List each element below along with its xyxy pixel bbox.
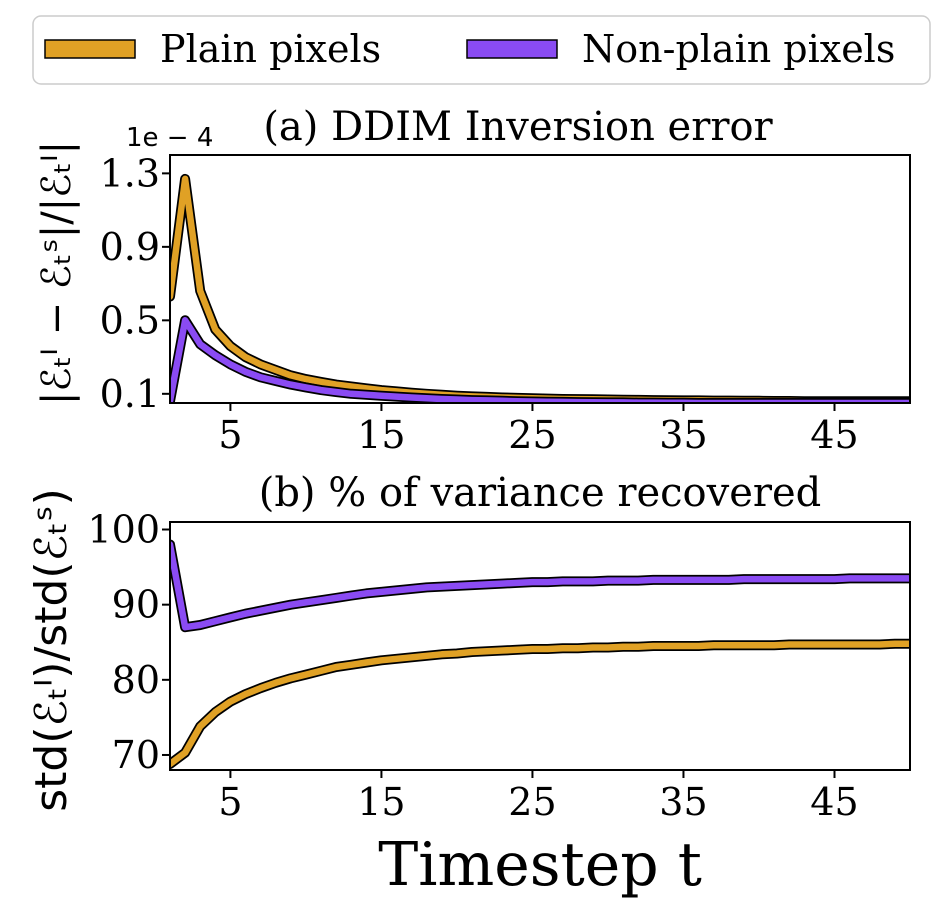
panel-a-series-group (170, 173, 910, 403)
panel-b-series-plain-pixels-outline (170, 638, 910, 769)
panel-b-series-plain-pixels-line (170, 640, 910, 768)
panel-b-title: (b) % of variance recovered (259, 470, 822, 516)
panel-b-series-group (170, 539, 910, 769)
panel-b-xtick-label: 5 (218, 780, 242, 824)
panel-b-xtick-label: 45 (810, 780, 858, 824)
panel-a-series-non-plain-pixels-outline (170, 315, 910, 403)
panel-b-ylabel: std(ℰₜᴵ)/std(ℰₜˢ) (26, 488, 77, 812)
legend-swatch-plain (44, 39, 136, 59)
panel-a-series-plain-pixels-outline (170, 173, 910, 403)
panel-a-ytick-label: 0.1 (100, 372, 160, 416)
panel-a-title: (a) DDIM Inversion error (263, 104, 773, 150)
panel-b-xtick-label: 35 (659, 780, 707, 824)
panel-a-xtick-label: 35 (659, 413, 707, 457)
panel-a-xtick-label: 25 (508, 413, 556, 457)
panel-a-frame (169, 154, 911, 404)
panel-b-plot-area: 5 15 25 35 45 70 80 90 100 (87, 508, 910, 824)
panel-a-xtick-label: 45 (810, 413, 858, 457)
panel-a-multiplier: 1e − 4 (126, 123, 213, 153)
panel-b: (b) % of variance recovered std(ℰₜᴵ)/std… (26, 470, 911, 900)
legend: Plain pixels Non-plain pixels (32, 15, 931, 85)
panel-b-xtick-label: 25 (508, 780, 556, 824)
panel-b-ytick-label: 80 (112, 658, 160, 702)
panel-a-plot-area: 5 15 25 35 45 0.1 0.5 0.9 1.3 (100, 151, 910, 457)
legend-swatch-nonplain (466, 39, 558, 59)
legend-label-plain: Plain pixels (160, 27, 381, 71)
panel-b-ytick-label: 70 (112, 733, 160, 777)
panel-a-series-non-plain-pixels-line (170, 317, 910, 403)
panel-a-xtick-label: 5 (218, 413, 242, 457)
panel-b-xtick-label: 15 (357, 780, 405, 824)
legend-label-nonplain: Non-plain pixels (582, 27, 895, 71)
panel-a-ytick-label: 0.5 (100, 298, 160, 342)
x-axis-label: Timestep t (378, 830, 702, 900)
panel-a-xtick-label: 15 (357, 413, 405, 457)
panel-b-ytick-label: 100 (87, 508, 160, 552)
panel-a: (a) DDIM Inversion error 1e − 4 |ℰₜᴵ − ℰ… (34, 104, 911, 457)
panel-b-frame (169, 521, 911, 771)
panel-a-ylabel: |ℰₜᴵ − ℰₜˢ|/|ℰₜᴵ| (34, 141, 80, 405)
panel-a-ytick-label: 0.9 (100, 225, 160, 269)
panel-a-ytick-label: 1.3 (100, 151, 160, 195)
panel-b-series-non-plain-pixels-line (170, 541, 910, 631)
panel-b-ytick-label: 90 (112, 583, 160, 627)
panel-b-series-non-plain-pixels-outline (170, 539, 910, 633)
